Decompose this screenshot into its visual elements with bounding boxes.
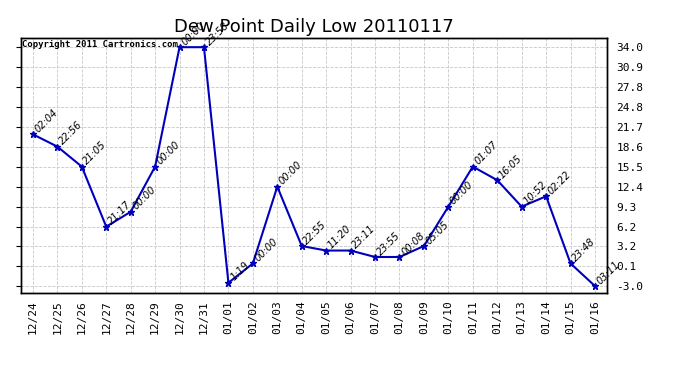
Text: 00:08: 00:08 [400,230,426,257]
Text: Copyright 2011 Cartronics.com: Copyright 2011 Cartronics.com [22,40,178,49]
Text: 1:19: 1:19 [228,260,251,283]
Text: 00:00: 00:00 [155,140,182,166]
Text: 02:04: 02:04 [33,107,60,134]
Text: 23:11: 23:11 [351,224,377,251]
Text: 21:05: 21:05 [82,140,109,166]
Text: 00:00: 00:00 [253,236,280,264]
Text: 23:48: 23:48 [571,236,598,264]
Text: 23:58: 23:58 [204,20,231,47]
Text: 00:00: 00:00 [179,20,206,47]
Text: 22:56: 22:56 [57,120,84,147]
Text: 01:07: 01:07 [473,140,500,166]
Text: 00:00: 00:00 [277,160,304,187]
Text: 16:05: 16:05 [497,153,524,180]
Text: 11:20: 11:20 [326,224,353,251]
Text: 21:17: 21:17 [106,200,133,226]
Text: 22:55: 22:55 [302,219,328,246]
Text: 00:00: 00:00 [130,185,158,212]
Title: Dew Point Daily Low 20110117: Dew Point Daily Low 20110117 [174,18,454,36]
Text: 00:00: 00:00 [448,180,475,207]
Text: 10:52: 10:52 [522,180,549,207]
Text: 05:05: 05:05 [424,219,451,246]
Text: 02:22: 02:22 [546,169,573,196]
Text: 23:55: 23:55 [375,230,402,257]
Text: 03:11: 03:11 [595,259,622,286]
